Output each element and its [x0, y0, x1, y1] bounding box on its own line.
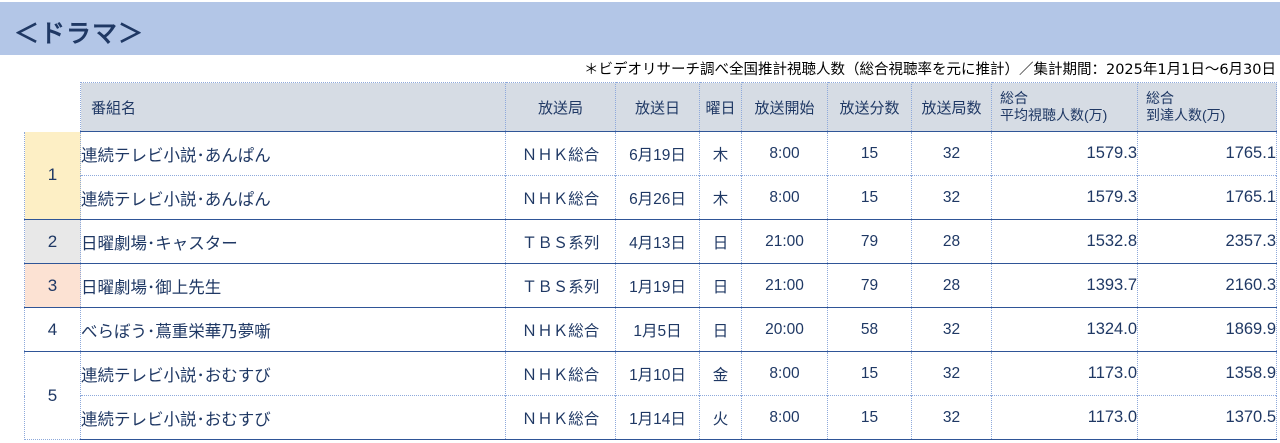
- weekday-cell: 金: [699, 351, 742, 396]
- ranking-table-wrapper: 番組名 放送局 放送日 曜日 放送開始 放送分数 放送局数 総合 平均視聴人数(…: [24, 82, 1277, 440]
- station-count-cell: 32: [911, 395, 992, 440]
- station-count-cell: 32: [911, 351, 992, 396]
- avg-viewers-cell: 1393.7: [991, 263, 1138, 308]
- air-date-cell: 1月5日: [615, 307, 700, 352]
- program-name-cell: 連続テレビ小説･あんぱん: [80, 131, 506, 176]
- rank-cell: 3: [24, 263, 81, 308]
- station-cell: ＴＢＳ系列: [505, 219, 616, 264]
- header-rank: [24, 82, 81, 132]
- weekday-cell: 日: [699, 307, 742, 352]
- rank-cell: 4: [24, 307, 81, 352]
- station-count-cell: 28: [911, 219, 992, 264]
- minutes-cell: 15: [827, 395, 912, 440]
- weekday-cell: 木: [699, 175, 742, 220]
- table-row: 3 日曜劇場･御上先生 ＴＢＳ系列 1月19日日 21:00 79 28 1393.7 2160…: [24, 263, 1277, 308]
- start-time-cell: 21:00: [741, 219, 828, 264]
- minutes-cell: 15: [827, 351, 912, 396]
- minutes-cell: 15: [827, 131, 912, 176]
- category-title: ＜ドラマ＞: [14, 20, 145, 48]
- reach-cell: 2357.3: [1137, 219, 1277, 264]
- air-date-cell: 6月19日: [615, 131, 700, 176]
- header-row: 番組名 放送局 放送日 曜日 放送開始 放送分数 放送局数 総合 平均視聴人数(…: [24, 82, 1277, 132]
- weekday-cell: 火: [699, 395, 742, 440]
- header-reach: 総合 到達人数(万): [1137, 82, 1277, 132]
- table-body: 1 連続テレビ小説･あんぱん ＮＨＫ総合 6月19日木 8:00 15 32 1579.3 17…: [24, 131, 1277, 440]
- station-cell: ＴＢＳ系列: [505, 263, 616, 308]
- header-program: 番組名: [80, 82, 506, 132]
- start-time-cell: 8:00: [741, 351, 828, 396]
- start-time-cell: 8:00: [741, 131, 828, 176]
- avg-viewers-cell: 1532.8: [991, 219, 1138, 264]
- ranking-table: 番組名 放送局 放送日 曜日 放送開始 放送分数 放送局数 総合 平均視聴人数(…: [24, 82, 1277, 440]
- table-row: 1 連続テレビ小説･あんぱん ＮＨＫ総合 6月19日木 8:00 15 32 1579.3 17…: [24, 131, 1277, 220]
- start-time-cell: 20:00: [741, 307, 828, 352]
- reach-cell: 1869.9: [1137, 307, 1277, 352]
- program-name-cell: 連続テレビ小説･あんぱん: [80, 175, 506, 220]
- start-time-cell: 8:00: [741, 395, 828, 440]
- start-time-cell: 21:00: [741, 263, 828, 308]
- reach-cell: 1370.5: [1137, 395, 1277, 440]
- air-date-cell: 1月10日: [615, 351, 700, 396]
- weekday-cell: 日: [699, 219, 742, 264]
- air-date-cell: 6月26日: [615, 175, 700, 220]
- table-row: 連続テレビ小説･おむすび ＮＨＫ総合 1月14日火 8:00 15 32 1173.0 137…: [25, 395, 1277, 440]
- reach-cell: 1765.1: [1137, 175, 1277, 220]
- header-air-date: 放送日: [615, 82, 700, 132]
- header-avg-viewers-line2: 平均視聴人数(万): [1000, 107, 1108, 123]
- reach-cell: 1358.9: [1137, 351, 1277, 396]
- header-avg-viewers-line1: 総合: [1000, 89, 1028, 106]
- avg-viewers-cell: 1324.0: [991, 307, 1138, 352]
- station-cell: ＮＨＫ総合: [505, 395, 616, 440]
- weekday-cell: 日: [699, 263, 742, 308]
- table-row: 5 連続テレビ小説･おむすび ＮＨＫ総合 1月10日金 8:00 15 32 1173.0 13…: [24, 351, 1277, 440]
- station-count-cell: 32: [911, 307, 992, 352]
- program-name-cell: べらぼう･蔦重栄華乃夢噺: [80, 307, 506, 352]
- header-avg-viewers: 総合 平均視聴人数(万): [991, 82, 1138, 132]
- header-reach-line1: 総合: [1146, 89, 1174, 106]
- program-name-cell: 日曜劇場･御上先生: [80, 263, 506, 308]
- station-count-cell: 28: [911, 263, 992, 308]
- start-time-cell: 8:00: [741, 175, 828, 220]
- station-count-cell: 32: [911, 175, 992, 220]
- avg-viewers-cell: 1173.0: [991, 395, 1138, 440]
- reach-cell: 1765.1: [1137, 131, 1277, 176]
- avg-viewers-cell: 1579.3: [991, 175, 1138, 220]
- station-count-cell: 32: [911, 131, 992, 176]
- station-cell: ＮＨＫ総合: [505, 175, 616, 220]
- avg-viewers-cell: 1173.0: [991, 351, 1138, 396]
- category-banner: ＜ドラマ＞: [0, 2, 1280, 55]
- air-date-cell: 4月13日: [615, 219, 700, 264]
- air-date-cell: 1月14日: [615, 395, 700, 440]
- header-reach-line2: 到達人数(万): [1146, 107, 1226, 123]
- table-row: 2 日曜劇場･キャスター ＴＢＳ系列 4月13日日 21:00 79 28 1532.8 235…: [24, 219, 1277, 264]
- header-station: 放送局: [505, 82, 616, 132]
- header-start-time: 放送開始: [741, 82, 828, 132]
- table-row: 4 べらぼう･蔦重栄華乃夢噺 ＮＨＫ総合 1月5日日 20:00 58 32 1324.0 18…: [24, 307, 1277, 352]
- source-note: ＊ビデオリサーチ調べ全国推計視聴人数（総合視聴率を元に推計）／集計期間：2025…: [583, 62, 1276, 78]
- rank-cell: 1: [24, 131, 81, 220]
- table-header: 番組名 放送局 放送日 曜日 放送開始 放送分数 放送局数 総合 平均視聴人数(…: [24, 82, 1277, 132]
- rank-cell: 5: [24, 351, 81, 440]
- minutes-cell: 79: [827, 219, 912, 264]
- avg-viewers-cell: 1579.3: [991, 131, 1138, 176]
- program-name-cell: 日曜劇場･キャスター: [80, 219, 506, 264]
- minutes-cell: 79: [827, 263, 912, 308]
- station-cell: ＮＨＫ総合: [505, 307, 616, 352]
- table-row: 連続テレビ小説･あんぱん ＮＨＫ総合 6月26日木 8:00 15 32 1579.3 176…: [25, 175, 1277, 220]
- header-station-count: 放送局数: [911, 82, 992, 132]
- program-name-cell: 連続テレビ小説･おむすび: [80, 351, 506, 396]
- station-cell: ＮＨＫ総合: [505, 131, 616, 176]
- reach-cell: 2160.3: [1137, 263, 1277, 308]
- air-date-cell: 1月19日: [615, 263, 700, 308]
- weekday-cell: 木: [699, 131, 742, 176]
- minutes-cell: 58: [827, 307, 912, 352]
- header-minutes: 放送分数: [827, 82, 912, 132]
- header-weekday: 曜日: [699, 82, 742, 132]
- rank-cell: 2: [24, 219, 81, 264]
- station-cell: ＮＨＫ総合: [505, 351, 616, 396]
- minutes-cell: 15: [827, 175, 912, 220]
- program-name-cell: 連続テレビ小説･おむすび: [80, 395, 506, 440]
